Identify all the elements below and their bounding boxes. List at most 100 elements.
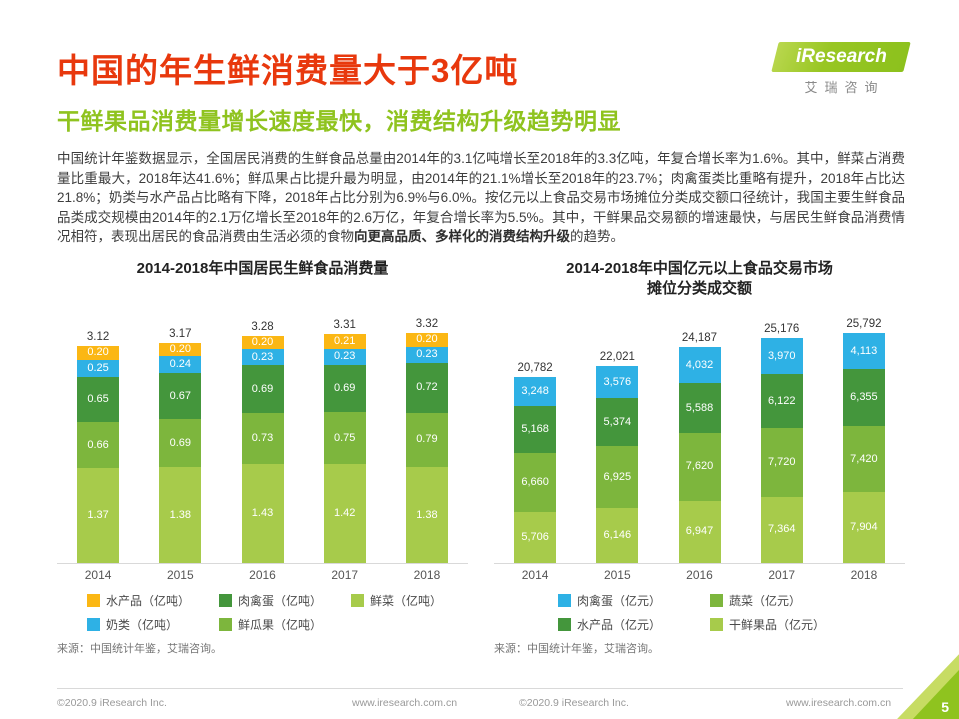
footer: ©2020.9 iResearch Inc. www.iresearch.com… bbox=[0, 697, 959, 711]
legend-label: 奶类（亿吨） bbox=[106, 617, 179, 632]
body-paragraph: 中国统计年鉴数据显示，全国居民消费的生鲜食品总量由2014年的3.1亿吨增长至2… bbox=[57, 149, 905, 247]
bar-column: 25,792 4,113 6,355 7,420 7,904 bbox=[823, 318, 905, 563]
bar-segment-meat-poultry-eggs: 4,113 bbox=[842, 332, 885, 370]
stacked-bar: 3,970 6,122 7,720 7,364 bbox=[760, 338, 803, 563]
legend-item: 鲜瓜果（亿吨） bbox=[219, 616, 351, 633]
legend-label: 鲜菜（亿吨） bbox=[370, 593, 443, 608]
legend-label: 干鲜果品（亿元） bbox=[729, 617, 826, 632]
chart-legend: 肉禽蛋（亿元） 蔬菜（亿元） 水产品（亿元） 干鲜果品（亿元） bbox=[494, 592, 905, 633]
bar-segment-vegetables: 7,720 bbox=[760, 428, 803, 498]
chart-title: 2014-2018年中国居民生鲜食品消费量 bbox=[57, 259, 468, 299]
bar-segment-aquatic-products: 5,374 bbox=[596, 398, 639, 447]
x-axis-label: 2016 bbox=[686, 567, 713, 582]
legend-item: 水产品（亿吨） bbox=[87, 592, 219, 609]
bar-segment-dairy: 0.25 bbox=[77, 359, 120, 378]
chart-source: 来源：中国统计年鉴，艾瑞咨询。 bbox=[57, 642, 222, 655]
page-title: 中国的年生鲜消费量大于3亿吨 bbox=[57, 52, 519, 89]
bar-segment-aquatic-products: 6,355 bbox=[842, 369, 885, 427]
legend-row: 水产品（亿吨） 肉禽蛋（亿吨） 鲜菜（亿吨） bbox=[87, 592, 468, 609]
bar-segment-aquatic-products: 5,588 bbox=[678, 383, 721, 433]
bar-segment-vegetables: 6,660 bbox=[514, 452, 557, 512]
logo-banner: iResearch bbox=[771, 42, 911, 72]
legend-swatch bbox=[558, 617, 571, 631]
logo-brand-text: iResearch bbox=[795, 46, 887, 67]
legend-item: 水产品（亿元） bbox=[558, 616, 710, 633]
chart-title-line: 2014-2018年中国亿元以上食品交易市场 bbox=[566, 259, 833, 277]
bar-segment-fresh-vegetables: 1.38 bbox=[159, 467, 202, 563]
chart-plot: 3.12 0.20 0.25 0.65 0.66 1.37 3.17 0.20 0.24 0.67… bbox=[57, 301, 468, 563]
legend-item: 奶类（亿吨） bbox=[87, 616, 219, 633]
bar-segment-vegetables: 6,925 bbox=[596, 446, 639, 509]
bar-segment-dairy: 0.23 bbox=[241, 349, 284, 366]
legend-item: 鲜菜（亿吨） bbox=[351, 592, 483, 609]
bar-column: 24,187 4,032 5,588 7,620 6,947 bbox=[658, 332, 740, 563]
bar-segment-dairy: 0.24 bbox=[159, 356, 202, 374]
bar-segment-meat-poultry-eggs: 0.69 bbox=[323, 364, 366, 413]
bar-segment-aquatic-products: 0.21 bbox=[323, 334, 366, 349]
footer-url-left: www.iresearch.com.cn bbox=[352, 697, 458, 709]
legend-swatch bbox=[219, 593, 232, 607]
bar-column: 22,021 3,576 5,374 6,925 6,146 bbox=[576, 351, 658, 563]
bar-segment-dried-fresh-fruits: 7,364 bbox=[760, 497, 803, 563]
chart-title-line: 2014-2018年中国居民生鲜食品消费量 bbox=[136, 259, 389, 277]
legend-label: 水产品（亿元） bbox=[577, 617, 662, 632]
bar-column: 3.17 0.20 0.24 0.67 0.69 1.38 bbox=[139, 328, 221, 563]
iresearch-logo: iResearch 艾瑞咨询 bbox=[771, 42, 911, 96]
bar-segment-meat-poultry-eggs: 0.67 bbox=[159, 373, 202, 420]
stacked-bar: 3,248 5,168 6,660 5,706 bbox=[514, 377, 557, 563]
bar-segment-dried-fresh-fruits: 7,904 bbox=[842, 492, 885, 563]
stacked-bar: 0.21 0.23 0.69 0.75 1.42 bbox=[323, 334, 366, 563]
bar-segment-fresh-fruit: 0.66 bbox=[77, 422, 120, 468]
bar-column: 3.28 0.20 0.23 0.69 0.73 1.43 bbox=[221, 321, 303, 563]
x-axis-label: 2015 bbox=[166, 567, 194, 582]
legend-label: 肉禽蛋（亿吨） bbox=[238, 593, 323, 608]
bar-segment-meat-poultry-eggs: 0.69 bbox=[241, 365, 284, 414]
footer-copyright-left: ©2020.9 iResearch Inc. bbox=[57, 697, 167, 709]
legend-item: 蔬菜（亿元） bbox=[710, 592, 862, 609]
footer-url-right: www.iresearch.com.cn bbox=[786, 697, 892, 709]
legend-item: 肉禽蛋（亿元） bbox=[558, 592, 710, 609]
page-subtitle: 干鲜果品消费量增长速度最快，消费结构升级趋势明显 bbox=[57, 108, 621, 134]
bar-total-label: 3.12 bbox=[86, 331, 110, 344]
paragraph-segment: 的趋势。 bbox=[570, 229, 624, 245]
bar-segment-fresh-fruit: 0.73 bbox=[241, 413, 284, 464]
bar-total-label: 3.28 bbox=[251, 320, 274, 333]
stacked-bar: 4,032 5,588 7,620 6,947 bbox=[678, 347, 721, 563]
bar-segment-meat-poultry-eggs: 3,970 bbox=[760, 338, 803, 374]
x-axis: 2014 2015 2016 2017 2018 bbox=[494, 562, 905, 582]
x-axis: 2014 2015 2016 2017 2018 bbox=[57, 562, 468, 582]
paragraph-segment: 中国统计年鉴数据显示，全国居民消费的生鲜食品总量由2014年的3.1亿吨增长至2… bbox=[57, 151, 905, 245]
bar-segment-meat-poultry-eggs: 4,032 bbox=[678, 347, 721, 384]
bar-segment-meat-poultry-eggs: 0.65 bbox=[77, 377, 120, 423]
x-axis-label: 2014 bbox=[521, 567, 549, 582]
legend-label: 鲜瓜果（亿吨） bbox=[238, 617, 323, 632]
charts-row: 2014-2018年中国居民生鲜食品消费量 3.12 0.20 0.25 0.65 0.… bbox=[57, 259, 905, 656]
legend-row: 奶类（亿吨） 鲜瓜果（亿吨） bbox=[87, 616, 468, 633]
x-axis-label: 2017 bbox=[768, 567, 796, 582]
legend-row: 水产品（亿元） 干鲜果品（亿元） bbox=[558, 616, 905, 633]
bar-total-label: 22,021 bbox=[599, 351, 635, 364]
bar-segment-meat-poultry-eggs: 0.72 bbox=[405, 362, 448, 413]
bar-column: 20,782 3,248 5,168 6,660 5,706 bbox=[494, 362, 576, 563]
chart-legend: 水产品（亿吨） 肉禽蛋（亿吨） 鲜菜（亿吨） 奶类（亿吨） 鲜瓜果（亿吨） bbox=[57, 592, 468, 633]
bar-segment-aquatic-products: 0.20 bbox=[405, 332, 448, 347]
x-axis-label: 2016 bbox=[249, 567, 276, 582]
bar-segment-meat-poultry-eggs: 3,248 bbox=[514, 377, 557, 407]
bar-segment-vegetables: 7,420 bbox=[842, 426, 885, 493]
legend-label: 肉禽蛋（亿元） bbox=[577, 593, 662, 608]
legend-label: 蔬菜（亿元） bbox=[729, 593, 802, 608]
footer-copyright-right: ©2020.9 iResearch Inc. bbox=[519, 697, 629, 709]
bar-column: 3.32 0.20 0.23 0.72 0.79 1.38 bbox=[386, 318, 468, 563]
bar-total-label: 3.17 bbox=[169, 327, 192, 340]
x-axis-label: 2017 bbox=[331, 567, 359, 582]
bar-segment-dried-fresh-fruits: 6,947 bbox=[678, 500, 721, 563]
corner-decoration: 5 bbox=[887, 647, 959, 719]
bar-total-label: 25,176 bbox=[764, 323, 800, 336]
chart-market-transaction-value: 2014-2018年中国亿元以上食品交易市场 摊位分类成交额 20,782 3,24… bbox=[494, 259, 905, 656]
x-axis-label: 2018 bbox=[413, 567, 441, 582]
logo-subtitle: 艾瑞咨询 bbox=[804, 80, 885, 95]
chart-title: 2014-2018年中国亿元以上食品交易市场 摊位分类成交额 bbox=[494, 259, 905, 299]
bar-segment-fresh-vegetables: 1.42 bbox=[323, 464, 366, 563]
bar-total-label: 25,792 bbox=[846, 317, 882, 330]
